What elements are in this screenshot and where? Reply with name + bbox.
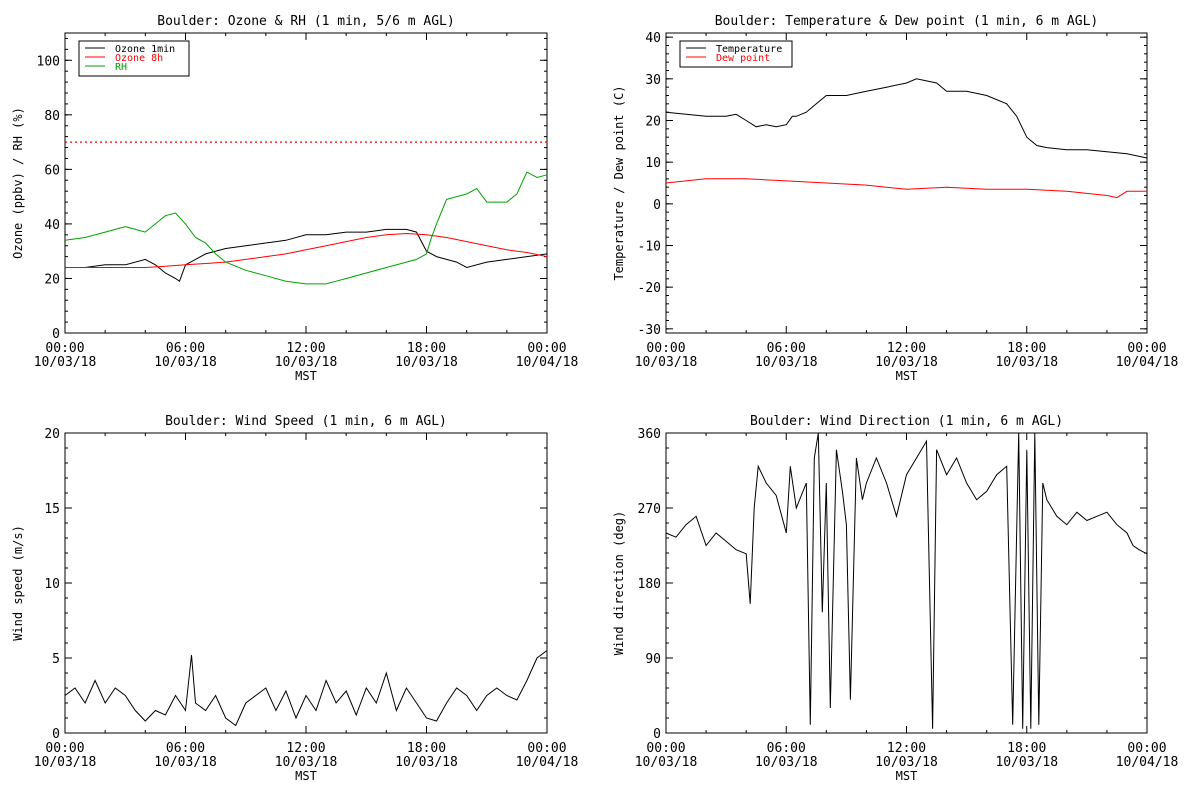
legend-entry: Ozone 1min [115,44,175,55]
y-tick-label: 10 [44,577,60,592]
y-tick-label: 0 [653,198,661,213]
x-tick-time: 18:00 [407,341,446,356]
x-tick-date: 10/03/18 [395,755,458,770]
y-axis-label: Ozone (ppbv) / RH (%) [11,107,25,259]
y-tick-label: 0 [52,327,60,342]
legend-entry: Ozone 8h [115,53,163,64]
x-tick-time: 00:00 [527,741,566,756]
legend-entry: Temperature [716,44,782,55]
chart-title: Boulder: Temperature & Dew point (1 min,… [715,14,1099,29]
x-tick-time: 06:00 [166,341,205,356]
x-tick-date: 10/03/18 [34,755,97,770]
y-tick-label: -20 [638,281,661,296]
x-tick-date: 10/04/18 [516,755,579,770]
x-tick-time: 18:00 [1007,341,1046,356]
x-tick-date: 10/04/18 [516,355,579,370]
series-line-2 [65,232,548,268]
y-tick-label: 40 [645,31,661,46]
x-tick-date: 10/03/18 [635,755,698,770]
legend-box [78,40,190,77]
x-tick-date: 10/03/18 [154,355,217,370]
chart-panel-1: Boulder: Ozone & RH (1 min, 5/6 m AGL) 0 2… [11,14,578,383]
y-tick-label: 90 [645,652,661,667]
x-tick-time: 12:00 [286,741,325,756]
y-axis-label: Wind speed (m/s) [11,525,25,641]
y-tick-label: -10 [638,240,661,255]
x-tick-date: 10/04/18 [1116,355,1179,370]
x-tick-time: 00:00 [527,341,566,356]
x-tick-time: 06:00 [166,741,205,756]
x-tick-time: 18:00 [1007,741,1046,756]
series-line-3 [64,171,548,285]
series-line-1 [64,650,548,727]
x-tick-time: 12:00 [286,341,325,356]
x-tick-time: 00:00 [646,741,685,756]
x-axis-label: MST [295,369,317,383]
x-tick-date: 10/03/18 [395,355,458,370]
x-axis-label: MST [896,369,918,383]
series-line-1 [665,78,1148,159]
x-tick-date: 10/03/18 [875,755,938,770]
x-tick-time: 00:00 [45,341,84,356]
x-tick-date: 10/03/18 [34,355,97,370]
plot-frame [64,432,548,734]
y-axis-label: Wind direction (deg) [612,511,626,656]
y-tick-label: 80 [44,109,60,124]
y-axis-label: Temperature / Dew point (C) [612,85,626,280]
x-tick-time: 00:00 [1127,741,1166,756]
x-tick-time: 00:00 [646,341,685,356]
y-tick-label: 0 [52,727,60,742]
x-tick-date: 10/03/18 [275,755,338,770]
x-tick-date: 10/03/18 [755,755,818,770]
chart-panel-2: Boulder: Temperature & Dew point (1 min,… [612,14,1178,383]
y-tick-label: 0 [653,727,661,742]
x-tick-time: 06:00 [767,741,806,756]
x-tick-date: 10/03/18 [635,355,698,370]
series-line-2 [665,178,1147,199]
x-tick-date: 10/03/18 [154,755,217,770]
y-tick-label: 60 [44,163,60,178]
x-axis-label: MST [295,769,317,783]
y-tick-label: 360 [638,427,661,442]
y-tick-label: 180 [638,577,661,592]
y-tick-label: -30 [638,323,661,338]
legend-box [679,40,793,68]
x-tick-time: 00:00 [1127,341,1166,356]
plot-frame [665,432,1148,734]
y-tick-label: 10 [645,156,661,171]
x-tick-date: 10/03/18 [275,355,338,370]
plot-frame [64,32,548,334]
y-tick-label: 20 [44,427,60,442]
x-tick-date: 10/03/18 [995,755,1058,770]
chart-title: Boulder: Wind Speed (1 min, 6 m AGL) [165,414,447,429]
chart-title: Boulder: Ozone & RH (1 min, 5/6 m AGL) [157,14,454,29]
chart-panel-4: Boulder: Wind Direction (1 min, 6 m AGL)… [612,414,1178,783]
x-tick-time: 12:00 [887,341,926,356]
chart-panel-3: Boulder: Wind Speed (1 min, 6 m AGL) 0 5 10… [11,414,578,783]
x-tick-time: 00:00 [45,741,84,756]
y-tick-label: 20 [645,115,661,130]
x-tick-date: 10/03/18 [875,355,938,370]
y-tick-label: 30 [645,73,661,88]
legend-entry: RH [115,62,127,73]
y-tick-label: 5 [52,652,60,667]
chart-title: Boulder: Wind Direction (1 min, 6 m AGL) [750,414,1063,429]
plot-frame [665,32,1148,334]
series-line-1 [65,228,548,282]
x-tick-date: 10/03/18 [755,355,818,370]
x-axis-label: MST [896,769,918,783]
y-tick-label: 270 [638,502,661,517]
x-tick-date: 10/03/18 [995,355,1058,370]
y-tick-label: 20 [44,272,60,287]
y-tick-label: 100 [37,54,60,69]
x-tick-time: 12:00 [887,741,926,756]
x-tick-time: 18:00 [407,741,446,756]
x-tick-time: 06:00 [767,341,806,356]
series-line-1 [665,432,1148,729]
x-tick-date: 10/04/18 [1116,755,1179,770]
y-tick-label: 15 [44,502,60,517]
legend-entry: Dew point [716,53,770,64]
y-tick-label: 40 [44,218,60,233]
